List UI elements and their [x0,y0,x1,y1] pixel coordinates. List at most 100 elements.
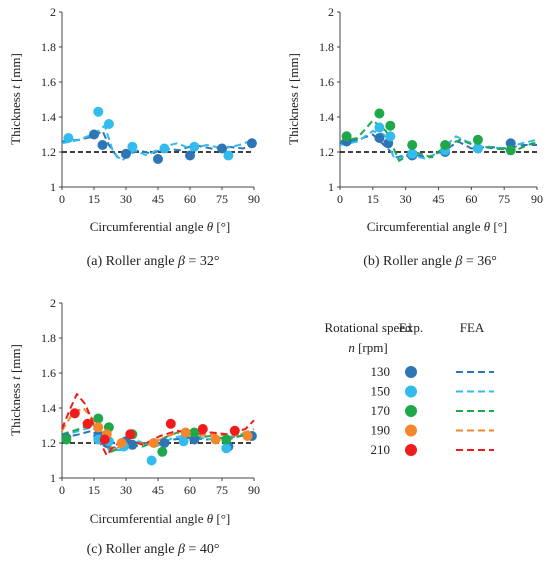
exp-point-c-210 [165,418,176,429]
exp-point-a-150 [63,133,74,143]
legend: Rotational speed Exp. FEA n [rpm] 130 150… [324,320,494,457]
y-tick-label-c: 2 [50,296,56,310]
x-tick-label-c: 0 [59,483,65,497]
exp-point-c-150 [221,443,232,454]
y-axis-label-c: Thickness t [mm] [8,344,23,436]
legend-exp-marker [405,424,417,437]
legend-exp-marker [405,444,417,456]
exp-point-a-130 [121,148,131,159]
x-axis-label-c: Circumferential angle θ [°] [90,511,230,526]
fea-line-b-130 [339,133,537,159]
exp-point-a-130 [97,140,108,150]
x-tick-label-c: 15 [88,483,100,497]
panel-c: Thickness t [mm] Circumferential angle θ… [8,296,260,557]
exp-point-c-170 [93,413,104,424]
y-axis-label-a: Thickness t [mm] [8,53,23,145]
exp-point-b-150 [407,148,418,159]
y-axis-label-b: Thickness t [mm] [286,53,301,145]
y-tick-label-b: 2 [328,5,334,19]
x-tick-label-b: 45 [433,192,445,206]
x-tick-label-a: 75 [216,192,228,206]
exp-point-c-130 [127,439,138,450]
legend-label: 210 [371,442,391,457]
exp-point-c-170 [189,427,200,438]
y-tick-label-b: 1.8 [319,40,334,54]
exp-point-c-190 [242,431,253,441]
y-tick-label-b: 1.2 [319,145,334,159]
y-tick-label-a: 1 [50,180,56,194]
caption-b: (b) Roller angle β = 36° [363,254,497,269]
x-tick-label-b: 75 [498,192,510,206]
y-tick-label-c: 1.4 [41,401,56,415]
exp-point-a-150 [127,141,138,152]
y-tick-label-a: 1.4 [41,110,56,124]
x-tick-label-a: 15 [88,192,100,206]
legend-exp-header: Exp. [399,320,423,335]
y-tick-label-a: 1.2 [41,145,56,159]
exp-point-b-150 [374,122,385,133]
exp-point-c-170 [61,434,72,445]
legend-unit: n [rpm] [348,340,387,355]
exp-point-c-170 [157,446,168,457]
exp-point-a-150 [159,143,170,154]
legend-label: 170 [371,403,391,418]
exp-point-b-170 [472,134,483,145]
exp-point-c-210 [229,425,240,436]
x-tick-label-a: 90 [248,192,260,206]
legend-label: 130 [371,364,391,379]
exp-point-c-210 [99,434,110,445]
exp-point-c-210 [69,408,80,419]
exp-point-c-130 [189,434,200,445]
x-tick-label-a: 45 [152,192,164,206]
exp-point-c-150 [178,436,189,447]
y-tick-label-b: 1.6 [319,75,334,89]
exp-point-a-130 [89,129,99,140]
exp-point-b-170 [385,120,396,131]
fea-line-c-170 [61,422,255,453]
exp-point-a-150 [189,141,200,152]
x-tick-label-c: 60 [184,483,196,497]
legend-exp-marker [405,366,417,378]
exp-point-a-150 [223,150,234,161]
exp-point-b-150 [385,131,396,142]
y-tick-label-c: 1.6 [41,366,56,380]
legend-fea-header: FEA [460,320,485,335]
x-tick-label-c: 30 [120,483,132,497]
x-tick-label-c: 45 [152,483,164,497]
exp-point-a-130 [185,150,195,161]
x-tick-label-a: 60 [184,192,196,206]
exp-point-b-170 [374,108,385,119]
legend-exp-marker [405,405,417,417]
x-tick-label-a: 30 [120,192,132,206]
exp-point-c-210 [125,429,136,440]
exp-point-b-170 [341,131,352,142]
exp-point-a-130 [153,154,163,164]
x-tick-label-b: 30 [400,192,412,206]
exp-point-a-130 [217,143,227,154]
x-tick-label-a: 0 [59,192,65,206]
exp-point-c-190 [180,427,191,438]
exp-point-b-130 [374,133,385,143]
exp-point-b-130 [505,138,516,149]
panel-b: Thickness t [mm] Circumferential angle θ… [286,5,543,269]
legend-exp-marker [405,385,417,398]
exp-point-a-130 [246,138,257,149]
exp-point-b-170 [440,140,451,150]
x-tick-label-b: 60 [465,192,477,206]
y-tick-label-c: 1.8 [41,331,56,345]
x-tick-label-b: 15 [367,192,379,206]
caption-a: (a) Roller angle β = 32° [87,254,220,269]
y-tick-label-a: 1.8 [41,40,56,54]
caption-c: (c) Roller angle β = 40° [87,542,220,557]
y-tick-label-a: 1.6 [41,75,56,89]
legend-label: 150 [371,384,391,399]
x-tick-label-c: 75 [216,483,228,497]
y-tick-label-c: 1.2 [41,436,56,450]
exp-point-c-190 [116,438,127,448]
exp-point-a-150 [93,106,104,117]
exp-point-c-190 [148,438,159,448]
x-tick-label-b: 0 [337,192,343,206]
exp-point-a-150 [103,119,114,129]
x-tick-label-c: 90 [248,483,260,497]
